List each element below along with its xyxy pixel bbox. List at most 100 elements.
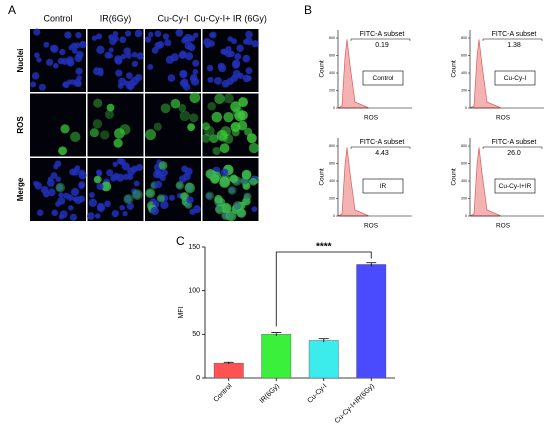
ros-cell xyxy=(249,177,258,186)
y-tick-label: 400 xyxy=(461,71,467,75)
gate xyxy=(350,146,411,149)
nucleus xyxy=(193,32,199,38)
nucleus xyxy=(95,169,102,176)
nucleus xyxy=(232,69,241,78)
nucleus xyxy=(179,50,187,58)
nucleus xyxy=(236,44,244,53)
y-tick-label: 400 xyxy=(461,179,467,183)
column-label: Cu-Cy-I+ IR (6Gy) xyxy=(194,13,267,23)
nucleus xyxy=(95,33,103,40)
nucleus xyxy=(162,33,170,40)
ros-cell xyxy=(223,112,234,123)
nucleus xyxy=(88,198,98,208)
micrograph-bg xyxy=(202,93,259,157)
ros-cell xyxy=(246,133,257,144)
nucleus xyxy=(50,172,58,179)
x-axis-label: ROS xyxy=(496,223,511,230)
nucleus xyxy=(233,202,242,211)
ros-cell xyxy=(93,175,102,184)
nucleus xyxy=(160,169,168,177)
bar xyxy=(213,362,244,379)
y-tick-label: 400 xyxy=(329,71,335,75)
gate xyxy=(482,146,543,149)
y-tick-label: 200 xyxy=(329,88,335,92)
nucleus xyxy=(36,57,42,63)
ros-cell xyxy=(55,182,66,193)
nucleus xyxy=(206,192,213,199)
ros-cell xyxy=(210,174,220,184)
nucleus xyxy=(88,192,95,198)
nucleus xyxy=(34,181,42,190)
ros-cell xyxy=(211,111,223,123)
nucleus xyxy=(178,175,187,183)
x-axis-label: ROS xyxy=(496,115,511,122)
x-tick-label: Cu-Cy-I+IR(6Gy) xyxy=(334,383,376,425)
nucleus xyxy=(119,36,127,44)
nucleus xyxy=(69,213,77,221)
nucleus xyxy=(231,38,237,45)
y-axis-label: Count xyxy=(319,168,326,186)
nucleus xyxy=(46,58,54,66)
ros-cell xyxy=(101,181,112,192)
y-tick-label: 0 xyxy=(333,106,335,110)
nucleus xyxy=(47,188,56,197)
micrograph xyxy=(201,93,260,157)
nucleus xyxy=(134,29,143,38)
bar xyxy=(261,334,292,379)
ros-cell xyxy=(179,110,191,122)
nucleus xyxy=(116,157,124,165)
ros-cell xyxy=(189,92,201,104)
ros-cell xyxy=(132,189,143,200)
ros-cell xyxy=(175,181,185,190)
micrograph xyxy=(30,158,87,221)
row-label: Merge xyxy=(16,177,25,201)
nucleus xyxy=(54,160,62,168)
y-tick-label: 200 xyxy=(461,196,467,200)
ros-cell xyxy=(100,130,110,140)
x-tick-label: IR(6Gy) xyxy=(259,383,281,405)
nucleus xyxy=(70,187,80,197)
gate-name: FITC-A subset xyxy=(492,139,537,146)
nucleus xyxy=(175,29,184,37)
sample-box xyxy=(362,70,404,86)
nucleus xyxy=(136,52,144,60)
nucleus xyxy=(64,31,72,39)
ros-cell xyxy=(114,128,125,139)
nucleus xyxy=(147,31,154,38)
nucleus xyxy=(72,48,78,54)
nucleus xyxy=(110,174,117,182)
ros-cell xyxy=(106,103,115,112)
nucleus xyxy=(96,202,105,211)
nucleus xyxy=(245,67,253,75)
nucleus xyxy=(170,53,179,62)
gate-name: FITC-A subset xyxy=(360,139,405,146)
nucleus xyxy=(111,209,119,218)
nucleus xyxy=(34,52,40,59)
nucleus xyxy=(108,47,114,53)
nucleus xyxy=(76,50,84,59)
gate-name: FITC-A subset xyxy=(360,31,405,38)
nucleus xyxy=(220,168,229,177)
ros-cell xyxy=(70,131,81,143)
nucleus xyxy=(53,62,59,69)
ros-cell xyxy=(189,113,199,123)
nucleus xyxy=(156,41,165,49)
nucleus xyxy=(150,206,160,216)
ros-cell xyxy=(216,129,228,141)
nucleus xyxy=(167,74,176,82)
y-tick-label: 0 xyxy=(196,375,200,382)
y-tick-label: 0 xyxy=(333,214,335,218)
nucleus xyxy=(190,77,200,86)
nucleus xyxy=(55,176,62,182)
ros-cell xyxy=(160,103,171,114)
y-tick-label: 200 xyxy=(329,196,335,200)
nucleus xyxy=(208,40,215,47)
x-tick-label: Control xyxy=(213,382,234,403)
nucleus xyxy=(184,41,193,50)
nucleus xyxy=(78,182,85,189)
nucleus xyxy=(206,64,214,72)
nucleus xyxy=(56,183,64,191)
ros-cell xyxy=(104,109,115,119)
nucleus xyxy=(75,31,82,39)
